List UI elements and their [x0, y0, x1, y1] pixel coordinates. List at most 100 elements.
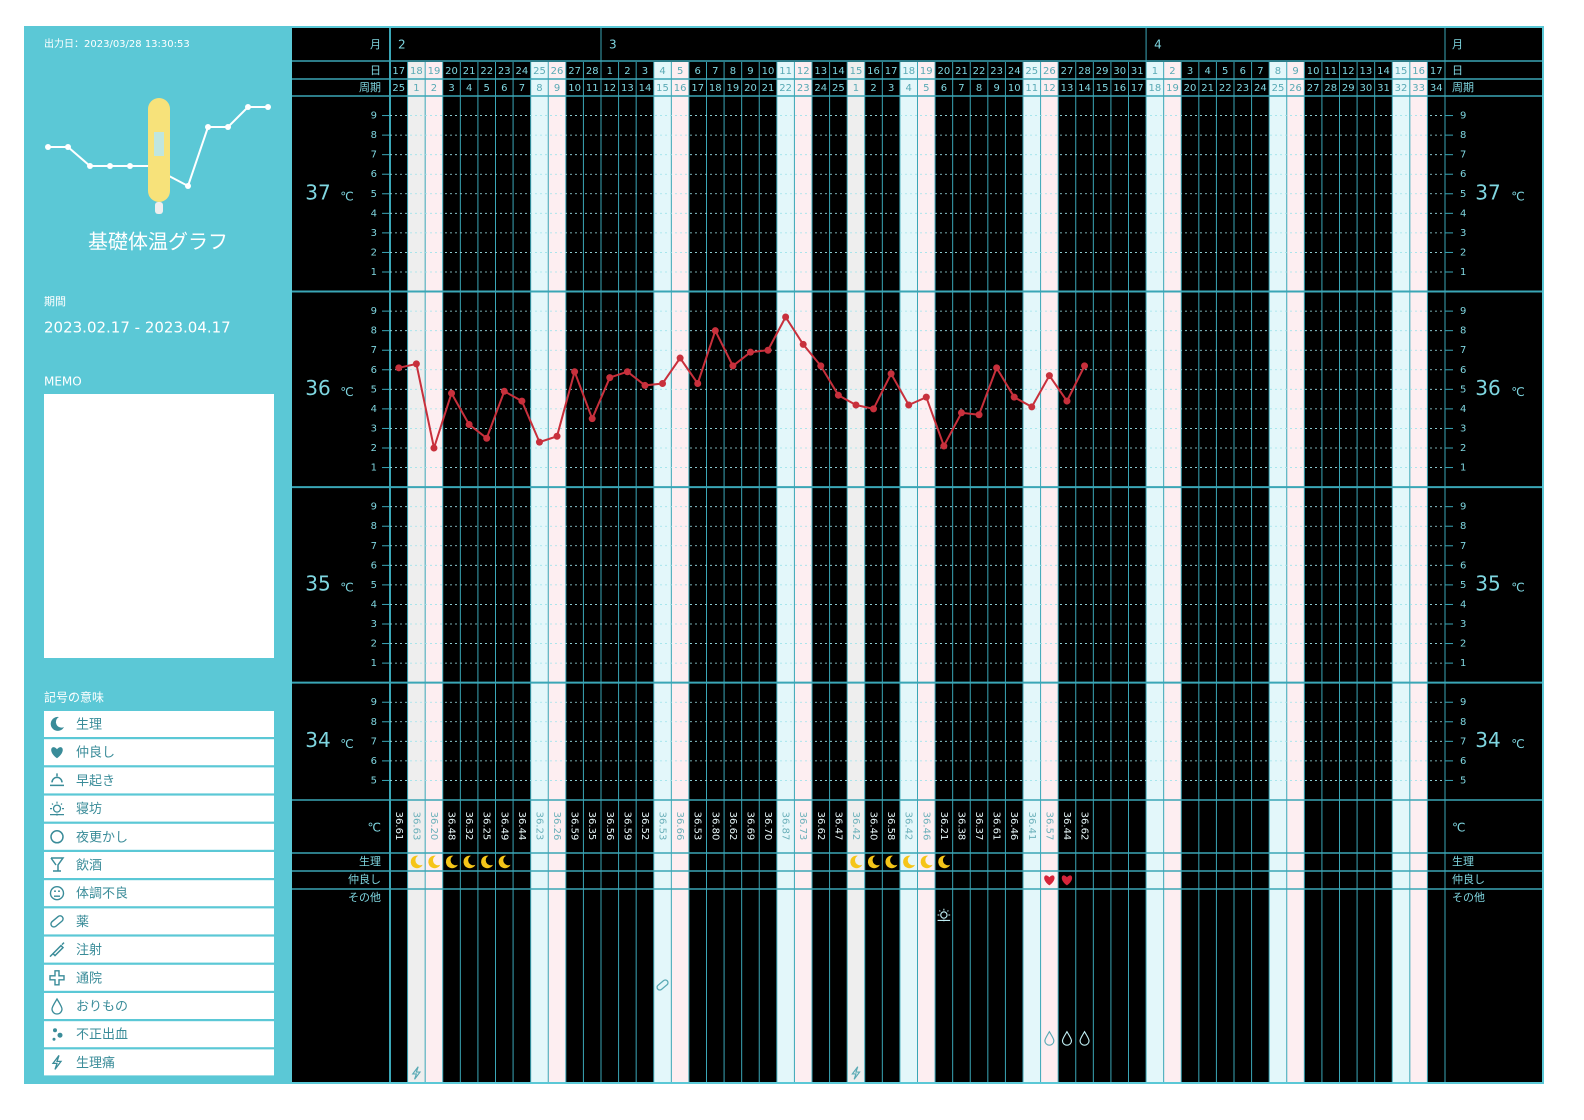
weekend-column [1392, 62, 1410, 1082]
cycle-label: 17 [691, 83, 704, 94]
temperature-point [535, 438, 543, 446]
day-label: 14 [1377, 66, 1390, 77]
y-tick-label-right: 6 [1460, 169, 1466, 180]
legend-label: 生理痛 [76, 1055, 115, 1071]
temperature-point [1063, 397, 1071, 405]
value-label: 36.69 [744, 812, 755, 841]
icon-dot [57, 1032, 63, 1038]
y-tick-label-right: 5 [1460, 384, 1466, 395]
cycle-label: 26 [1289, 83, 1302, 94]
day-label: 28 [1078, 66, 1091, 77]
icon-moon [481, 855, 494, 869]
cycle-label: 24 [1254, 83, 1267, 94]
day-label: 16 [1412, 66, 1425, 77]
y-tick-label-right: 5 [1460, 580, 1466, 591]
cycle-label: 23 [1236, 83, 1249, 94]
band-label: 37 [305, 180, 330, 204]
y-tick-label: 9 [371, 502, 377, 513]
cycle-label: 29 [1342, 83, 1355, 94]
icon-bolt [411, 1066, 422, 1080]
y-tick-label-right: 1 [1460, 658, 1466, 669]
record-icon [937, 908, 951, 922]
band-label-right: 35 [1475, 571, 1500, 595]
temperature-point [571, 368, 579, 376]
value-label: 36.59 [621, 812, 632, 841]
icon-drop [1061, 1030, 1073, 1046]
y-tick-label-right: 7 [1460, 150, 1466, 161]
y-tick-label: 5 [371, 580, 377, 591]
icon-capsule [656, 979, 669, 991]
record-icon [867, 855, 880, 869]
temperature-point [676, 354, 684, 362]
legend-item [44, 739, 274, 766]
legend-icon [50, 773, 64, 787]
day-label: 15 [850, 66, 863, 77]
day-label: 11 [779, 66, 792, 77]
cycle-label: 25 [832, 83, 845, 94]
y-tick-label: 9 [371, 697, 377, 708]
cycle-label: 5 [484, 83, 490, 94]
day-label: 2 [624, 66, 630, 77]
value-label: 36.32 [463, 812, 474, 841]
cycle-label: 19 [1166, 83, 1179, 94]
weekend-column [776, 62, 795, 1082]
illustration-dots [45, 104, 271, 189]
day-label: 2 [1169, 66, 1175, 77]
temperature-point [852, 401, 860, 409]
y-tick-label-right: 4 [1460, 599, 1466, 610]
row-label: 日 [370, 64, 381, 77]
day-label: 14 [832, 66, 845, 77]
icon-moon [920, 855, 933, 869]
record-icon [481, 855, 494, 869]
temperature-point [799, 340, 807, 348]
temperature-point [922, 393, 930, 401]
value-label: 36.41 [1026, 812, 1037, 841]
icon-heart [1044, 875, 1055, 886]
y-tick-label-right: 5 [1460, 189, 1466, 200]
weekend-column [917, 62, 936, 1082]
cycle-label: 15 [656, 83, 669, 94]
title: 基礎体温グラフ [88, 230, 228, 254]
period: 2023.02.17 - 2023.04.17 [44, 319, 231, 337]
weekend-column [1146, 62, 1164, 1082]
record-icon [498, 855, 511, 869]
cycle-label: 2 [431, 83, 437, 94]
day-label: 17 [1430, 66, 1443, 77]
cycle-label: 16 [674, 83, 687, 94]
legend-icon [50, 857, 65, 872]
day-label: 9 [1292, 66, 1298, 77]
weekend-column [530, 62, 549, 1082]
record-icon [428, 855, 441, 869]
icon-dot [53, 1028, 57, 1033]
record-icon [463, 855, 476, 869]
cycle-label: 7 [519, 83, 525, 94]
y-tick-label-right: 6 [1460, 560, 1466, 571]
thermometer-display [154, 132, 164, 156]
temperature-point [782, 313, 790, 321]
day-label: 17 [392, 66, 405, 77]
day-label: 19 [920, 66, 933, 77]
band-unit: ℃ [340, 737, 353, 751]
y-tick-label-right: 7 [1460, 345, 1466, 356]
band-label: 36 [305, 376, 330, 400]
day-label: 10 [762, 66, 775, 77]
y-tick-label-right: 9 [1460, 111, 1466, 122]
day-label: 19 [428, 66, 441, 77]
icon-cross [49, 970, 65, 986]
y-tick-label-right: 4 [1460, 404, 1466, 415]
weekend-column [1040, 62, 1059, 1082]
band-unit: ℃ [340, 189, 353, 203]
day-label: 24 [1008, 66, 1021, 77]
value-label: 36.70 [762, 812, 773, 841]
legend-icon [49, 942, 65, 958]
temperature-point [588, 415, 596, 423]
band-label-right: 37 [1475, 180, 1500, 204]
y-tick-label: 7 [371, 345, 377, 356]
y-tick-label: 1 [371, 463, 377, 474]
cycle-label: 6 [941, 83, 947, 94]
temperature-point [518, 397, 526, 405]
y-tick-label: 9 [371, 111, 377, 122]
temperature-point [1045, 372, 1053, 380]
y-tick-label: 7 [371, 150, 377, 161]
